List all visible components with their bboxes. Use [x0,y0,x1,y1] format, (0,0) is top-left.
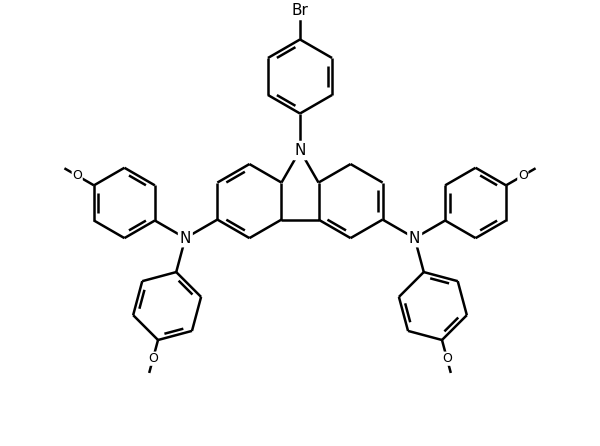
Text: O: O [518,169,528,182]
Text: O: O [442,352,452,365]
Text: N: N [179,231,191,246]
Text: O: O [72,169,82,182]
Text: Br: Br [292,3,308,18]
Text: N: N [409,231,421,246]
Text: O: O [148,352,158,365]
Text: N: N [295,143,305,158]
